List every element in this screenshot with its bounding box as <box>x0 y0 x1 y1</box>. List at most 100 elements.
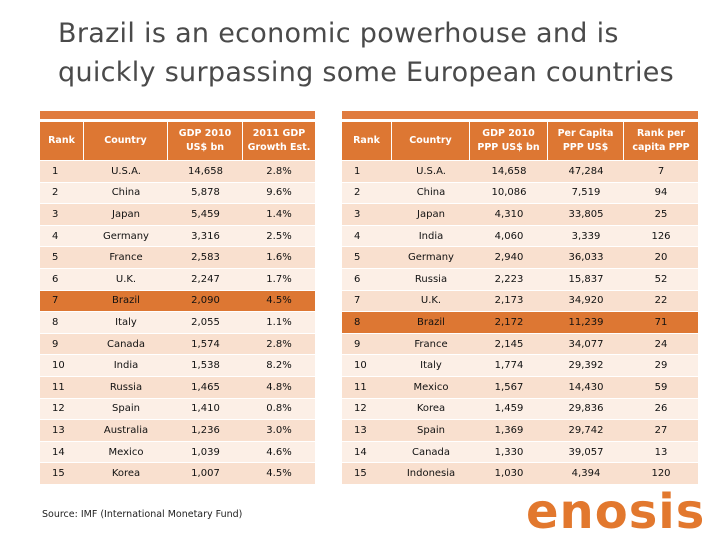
country-cell: Brazil <box>84 289 168 312</box>
source-note: Source: IMF (International Monetary Fund… <box>42 509 243 520</box>
gdp-ppp-table: Rank Country GDP 2010 PPP US$ bn Per Capita… <box>342 122 698 484</box>
country-cell: Japan <box>84 203 168 225</box>
rank-cell: 9 <box>342 332 392 355</box>
value-cell: 7,519 <box>548 181 624 204</box>
right-table-accent-rule <box>342 111 698 119</box>
country-cell: India <box>84 354 168 376</box>
country-cell: Italy <box>84 311 168 333</box>
value-cell: 27 <box>624 419 698 441</box>
value-cell: 4.6% <box>243 440 315 463</box>
country-cell: Canada <box>84 332 168 355</box>
table-row: 10 Italy 1,774 29,392 29 <box>342 354 698 376</box>
rank-cell: 5 <box>40 246 84 268</box>
table-row: 3 Japan 5,459 1.4% <box>40 203 315 225</box>
table-row-highlighted: 8 Brazil 2,172 11,239 71 <box>342 311 698 333</box>
value-cell: 14,430 <box>548 375 624 398</box>
table-row: 13 Australia 1,236 3.0% <box>40 419 315 441</box>
country-cell: Spain <box>392 419 470 441</box>
value-cell: 94 <box>624 181 698 204</box>
rank-cell: 1 <box>342 160 392 182</box>
value-cell: 1,567 <box>470 375 548 398</box>
column-header: Country <box>392 122 470 160</box>
country-cell: Indonesia <box>392 462 470 484</box>
value-cell: 2,223 <box>470 267 548 290</box>
rank-cell: 8 <box>40 311 84 333</box>
rank-cell: 2 <box>342 181 392 204</box>
table-row: 12 Spain 1,410 0.8% <box>40 397 315 420</box>
value-cell: 10,086 <box>470 181 548 204</box>
table-header-row: Rank Country GDP 2010 US$ bn 2011 GDP Growt… <box>40 122 315 160</box>
value-cell: 13 <box>624 440 698 463</box>
rank-cell: 10 <box>40 354 84 376</box>
slide-title: Brazil is an economic powerhouse and is … <box>58 14 718 92</box>
country-cell: China <box>84 181 168 204</box>
enosis-logo: enosis <box>526 484 706 540</box>
column-header: Country <box>84 122 168 160</box>
rank-cell: 9 <box>40 332 84 355</box>
table-row-highlighted: 7 Brazil 2,090 4.5% <box>40 289 315 312</box>
table-row: 14 Canada 1,330 39,057 13 <box>342 440 698 463</box>
value-cell: 4.8% <box>243 375 315 398</box>
table-row: 4 Germany 3,316 2.5% <box>40 224 315 247</box>
column-header: Rank per capita PPP <box>624 122 698 160</box>
value-cell: 2,090 <box>168 289 243 312</box>
rank-cell: 11 <box>40 375 84 398</box>
value-cell: 24 <box>624 332 698 355</box>
value-cell: 1,538 <box>168 354 243 376</box>
value-cell: 25 <box>624 203 698 225</box>
value-cell: 29,836 <box>548 397 624 420</box>
value-cell: 52 <box>624 267 698 290</box>
value-cell: 1,007 <box>168 462 243 484</box>
value-cell: 2,055 <box>168 311 243 333</box>
value-cell: 15,837 <box>548 267 624 290</box>
country-cell: U.S.A. <box>392 160 470 182</box>
table-row: 1 U.S.A. 14,658 47,284 7 <box>342 160 698 182</box>
rank-cell: 4 <box>342 224 392 247</box>
value-cell: 8.2% <box>243 354 315 376</box>
rank-cell: 6 <box>342 267 392 290</box>
value-cell: 5,878 <box>168 181 243 204</box>
value-cell: 1.7% <box>243 267 315 290</box>
value-cell: 4,394 <box>548 462 624 484</box>
rank-cell: 3 <box>40 203 84 225</box>
country-cell: Canada <box>392 440 470 463</box>
value-cell: 120 <box>624 462 698 484</box>
column-header: Rank <box>40 122 84 160</box>
value-cell: 1,330 <box>470 440 548 463</box>
slide-title-line-1: Brazil is an economic powerhouse and is <box>58 18 619 49</box>
value-cell: 2,173 <box>470 289 548 312</box>
rank-cell: 12 <box>40 397 84 420</box>
value-cell: 26 <box>624 397 698 420</box>
country-cell: France <box>392 332 470 355</box>
left-table-accent-rule <box>40 111 315 119</box>
value-cell: 3.0% <box>243 419 315 441</box>
value-cell: 39,057 <box>548 440 624 463</box>
rank-cell: 15 <box>40 462 84 484</box>
value-cell: 2,247 <box>168 267 243 290</box>
value-cell: 1,369 <box>470 419 548 441</box>
rank-cell: 14 <box>40 440 84 463</box>
value-cell: 71 <box>624 311 698 333</box>
value-cell: 4,060 <box>470 224 548 247</box>
country-cell: Germany <box>392 246 470 268</box>
table-row: 15 Korea 1,007 4.5% <box>40 462 315 484</box>
table-row: 11 Mexico 1,567 14,430 59 <box>342 375 698 398</box>
country-cell: India <box>392 224 470 247</box>
table-row: 12 Korea 1,459 29,836 26 <box>342 397 698 420</box>
value-cell: 1,459 <box>470 397 548 420</box>
slide-title-line-2: quickly surpassing some European countri… <box>58 57 675 88</box>
country-cell: Spain <box>84 397 168 420</box>
table-row: 2 China 10,086 7,519 94 <box>342 181 698 204</box>
country-cell: U.K. <box>392 289 470 312</box>
value-cell: 1,774 <box>470 354 548 376</box>
table-row: 5 France 2,583 1.6% <box>40 246 315 268</box>
column-header: Rank <box>342 122 392 160</box>
rank-cell: 14 <box>342 440 392 463</box>
country-cell: U.S.A. <box>84 160 168 182</box>
value-cell: 4,310 <box>470 203 548 225</box>
table-row: 10 India 1,538 8.2% <box>40 354 315 376</box>
value-cell: 4.5% <box>243 289 315 312</box>
country-cell: Mexico <box>392 375 470 398</box>
rank-cell: 2 <box>40 181 84 204</box>
value-cell: 4.5% <box>243 462 315 484</box>
